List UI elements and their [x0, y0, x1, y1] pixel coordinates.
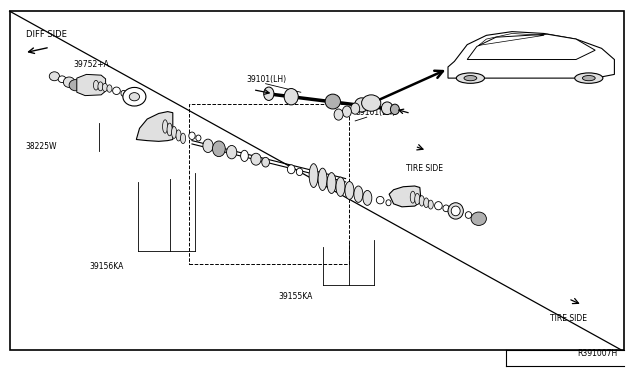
Ellipse shape — [451, 206, 460, 216]
Ellipse shape — [345, 182, 354, 199]
Ellipse shape — [49, 72, 60, 81]
Ellipse shape — [443, 205, 449, 212]
Ellipse shape — [58, 76, 66, 83]
Ellipse shape — [212, 141, 225, 157]
Polygon shape — [467, 34, 595, 60]
Ellipse shape — [363, 190, 372, 205]
Ellipse shape — [129, 93, 140, 101]
Ellipse shape — [419, 196, 424, 206]
Ellipse shape — [318, 168, 327, 190]
Ellipse shape — [189, 132, 195, 140]
Ellipse shape — [196, 135, 201, 141]
Ellipse shape — [172, 126, 177, 138]
Ellipse shape — [163, 120, 168, 133]
Ellipse shape — [121, 90, 126, 96]
Ellipse shape — [464, 76, 477, 81]
Text: 38225W: 38225W — [26, 142, 57, 151]
Polygon shape — [389, 186, 421, 207]
Ellipse shape — [287, 165, 295, 174]
Ellipse shape — [325, 94, 340, 109]
Ellipse shape — [410, 191, 415, 203]
Ellipse shape — [381, 102, 393, 115]
Ellipse shape — [336, 177, 345, 196]
Ellipse shape — [63, 77, 75, 87]
Ellipse shape — [351, 103, 360, 114]
Ellipse shape — [354, 186, 363, 202]
Polygon shape — [136, 112, 173, 141]
Text: DIFF SIDE: DIFF SIDE — [26, 30, 67, 39]
Text: 39101(LH): 39101(LH) — [355, 108, 396, 117]
Ellipse shape — [575, 73, 603, 83]
Ellipse shape — [435, 202, 442, 210]
Ellipse shape — [107, 85, 112, 92]
Ellipse shape — [342, 106, 351, 117]
Ellipse shape — [448, 203, 463, 219]
Ellipse shape — [428, 200, 433, 209]
Ellipse shape — [582, 76, 595, 81]
Text: 39752+A: 39752+A — [74, 60, 109, 69]
Ellipse shape — [465, 212, 472, 218]
Ellipse shape — [424, 198, 429, 208]
Ellipse shape — [203, 139, 213, 153]
Ellipse shape — [262, 157, 269, 167]
Ellipse shape — [113, 87, 120, 94]
Text: 39155KA: 39155KA — [278, 292, 313, 301]
Ellipse shape — [376, 196, 384, 204]
Ellipse shape — [296, 168, 303, 176]
Ellipse shape — [264, 87, 274, 100]
Polygon shape — [77, 74, 106, 96]
Ellipse shape — [167, 123, 172, 136]
Text: TIRE SIDE: TIRE SIDE — [550, 314, 588, 323]
Ellipse shape — [362, 95, 381, 111]
Ellipse shape — [227, 145, 237, 159]
Ellipse shape — [386, 200, 391, 206]
Ellipse shape — [251, 153, 261, 165]
Ellipse shape — [93, 80, 99, 90]
Ellipse shape — [309, 164, 318, 187]
Ellipse shape — [69, 80, 82, 91]
Ellipse shape — [102, 83, 108, 92]
Text: R391007H: R391007H — [577, 349, 618, 358]
Ellipse shape — [415, 193, 420, 205]
Ellipse shape — [456, 73, 484, 83]
Text: TIRE SIDE: TIRE SIDE — [406, 164, 444, 173]
Ellipse shape — [471, 212, 486, 225]
Ellipse shape — [355, 98, 369, 112]
Ellipse shape — [390, 104, 399, 115]
Polygon shape — [448, 32, 614, 78]
Ellipse shape — [176, 130, 181, 141]
Text: 39156KA: 39156KA — [90, 262, 124, 271]
Ellipse shape — [241, 150, 248, 161]
Ellipse shape — [284, 89, 298, 105]
Text: 39101(LH): 39101(LH) — [246, 75, 287, 84]
Ellipse shape — [334, 109, 343, 120]
Ellipse shape — [123, 87, 146, 106]
Ellipse shape — [98, 82, 103, 91]
Ellipse shape — [180, 133, 186, 144]
Bar — [189, 104, 349, 264]
Ellipse shape — [327, 173, 336, 193]
